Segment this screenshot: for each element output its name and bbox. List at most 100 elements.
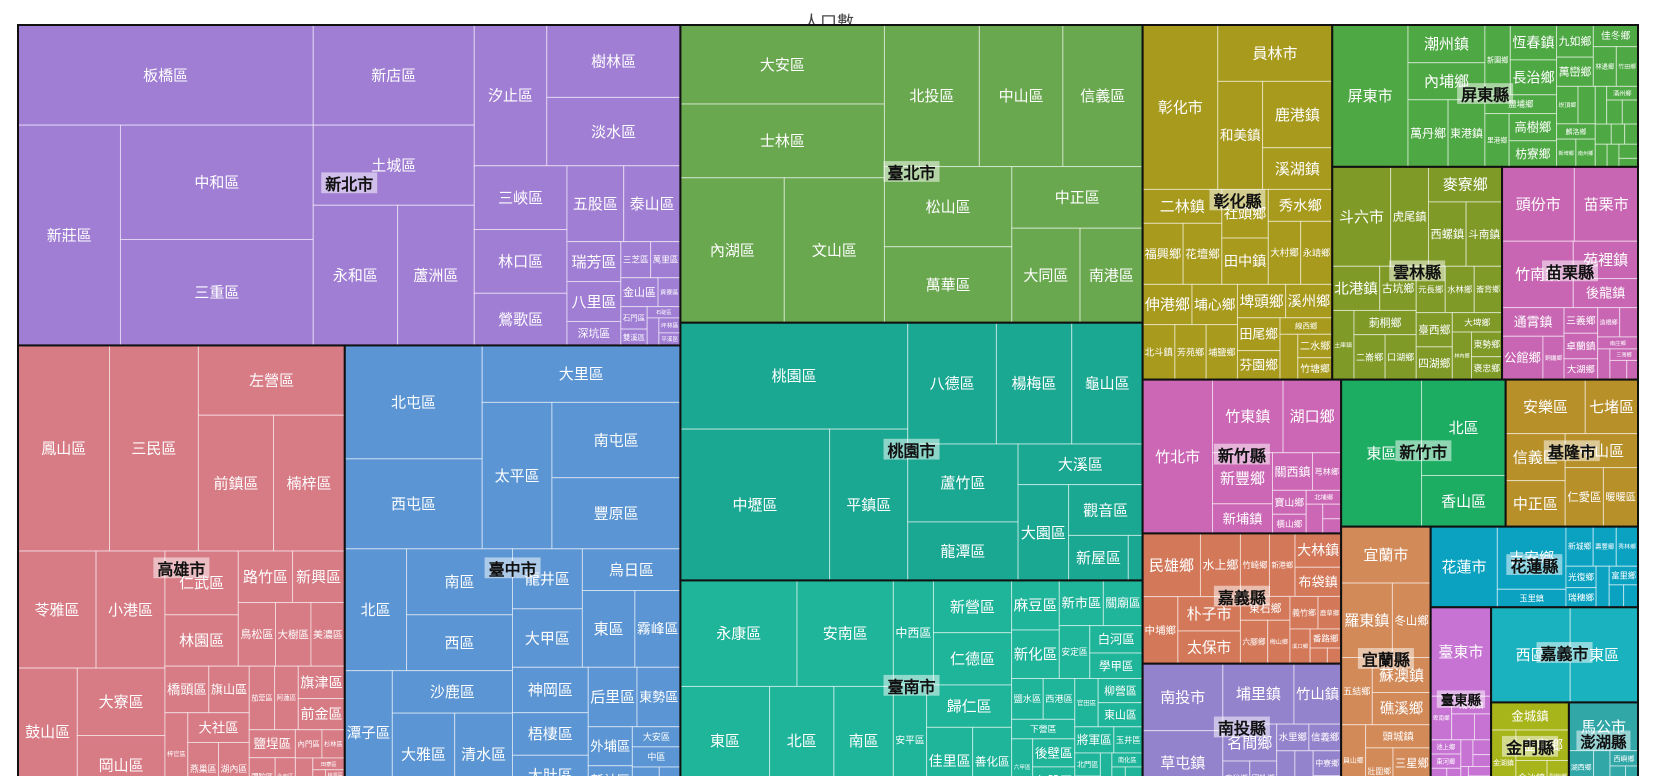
treemap-cell[interactable] bbox=[833, 685, 894, 776]
treemap-cell[interactable] bbox=[551, 477, 681, 550]
treemap-cell[interactable] bbox=[1472, 754, 1492, 768]
treemap-cell[interactable] bbox=[1626, 359, 1639, 381]
treemap-cell[interactable] bbox=[1312, 452, 1342, 491]
treemap-cell[interactable] bbox=[237, 602, 276, 667]
treemap-cell[interactable] bbox=[1509, 59, 1558, 96]
treemap-cell[interactable] bbox=[1177, 630, 1241, 665]
treemap-cell[interactable] bbox=[237, 550, 294, 604]
treemap-cell[interactable] bbox=[17, 667, 78, 776]
treemap-cell[interactable] bbox=[1565, 526, 1594, 567]
treemap-cell[interactable] bbox=[473, 24, 548, 167]
treemap-cell[interactable] bbox=[1097, 702, 1144, 728]
treemap-cell[interactable] bbox=[658, 766, 681, 776]
treemap-cell[interactable] bbox=[581, 548, 681, 592]
treemap-cell[interactable] bbox=[892, 579, 934, 686]
treemap-cell[interactable] bbox=[631, 766, 660, 776]
treemap-cell[interactable] bbox=[1331, 166, 1392, 267]
treemap-cell[interactable] bbox=[187, 741, 220, 776]
treemap-cell[interactable] bbox=[646, 317, 660, 346]
treemap-cell[interactable] bbox=[796, 579, 894, 687]
treemap-cell[interactable] bbox=[481, 401, 553, 550]
treemap-cell[interactable] bbox=[1142, 283, 1193, 326]
treemap-cell[interactable] bbox=[218, 741, 250, 776]
treemap-cell[interactable] bbox=[1606, 143, 1620, 168]
treemap-cell[interactable] bbox=[1501, 307, 1565, 337]
treemap-cell[interactable] bbox=[1473, 713, 1492, 741]
treemap-cell[interactable] bbox=[587, 765, 633, 776]
treemap-cell[interactable] bbox=[926, 684, 1013, 728]
treemap-cell[interactable] bbox=[1326, 647, 1342, 665]
treemap-cell[interactable] bbox=[551, 401, 681, 479]
treemap-cell[interactable] bbox=[1472, 739, 1492, 756]
treemap-cell[interactable] bbox=[1490, 701, 1570, 731]
treemap-cell[interactable] bbox=[1577, 85, 1596, 125]
treemap-cell[interactable] bbox=[883, 24, 980, 168]
treemap-cell[interactable] bbox=[164, 665, 210, 714]
treemap-cell[interactable] bbox=[119, 238, 314, 346]
treemap-cell[interactable] bbox=[1471, 331, 1503, 358]
treemap-cell[interactable] bbox=[907, 322, 997, 445]
treemap-cell[interactable] bbox=[187, 712, 250, 743]
treemap-cell[interactable] bbox=[1430, 767, 1448, 776]
treemap-cell[interactable] bbox=[1594, 123, 1612, 145]
treemap-cell[interactable] bbox=[679, 428, 831, 581]
treemap-cell[interactable] bbox=[297, 665, 346, 700]
treemap-cell[interactable] bbox=[1017, 443, 1144, 486]
treemap-cell[interactable] bbox=[1430, 606, 1492, 697]
treemap-cell[interactable] bbox=[1308, 723, 1342, 752]
treemap-cell[interactable] bbox=[1563, 332, 1599, 360]
treemap-cell[interactable] bbox=[679, 103, 885, 179]
treemap-cell[interactable] bbox=[1124, 766, 1144, 776]
treemap-cell[interactable] bbox=[1305, 503, 1324, 534]
treemap-cell[interactable] bbox=[1142, 222, 1184, 285]
treemap-cell[interactable] bbox=[1249, 760, 1278, 776]
treemap-cell[interactable] bbox=[1618, 157, 1639, 168]
treemap-cell[interactable] bbox=[769, 685, 835, 776]
treemap-cell[interactable] bbox=[1619, 307, 1639, 338]
treemap-cell[interactable] bbox=[511, 666, 589, 714]
treemap-cell[interactable] bbox=[312, 769, 327, 776]
treemap-cell[interactable] bbox=[1174, 324, 1207, 381]
treemap-cell[interactable] bbox=[1391, 582, 1432, 659]
treemap-cell[interactable] bbox=[1505, 379, 1586, 435]
treemap-cell[interactable] bbox=[1205, 324, 1238, 381]
treemap-cell[interactable] bbox=[273, 414, 346, 552]
treemap-cell[interactable] bbox=[1212, 503, 1274, 534]
treemap-cell[interactable] bbox=[391, 670, 513, 714]
treemap-cell[interactable] bbox=[1276, 750, 1296, 776]
treemap-cell[interactable] bbox=[1236, 283, 1287, 319]
treemap-cell[interactable] bbox=[1267, 220, 1302, 285]
treemap-cell[interactable] bbox=[1294, 532, 1342, 568]
treemap-cell[interactable] bbox=[1609, 765, 1627, 776]
treemap-cell[interactable] bbox=[679, 579, 798, 687]
treemap-cell[interactable] bbox=[1595, 565, 1610, 608]
treemap-cell[interactable] bbox=[1546, 759, 1570, 776]
treemap-cell[interactable] bbox=[546, 96, 681, 167]
treemap-cell[interactable] bbox=[1011, 166, 1144, 229]
treemap-cell[interactable] bbox=[1142, 596, 1179, 665]
treemap-cell[interactable] bbox=[1142, 532, 1201, 598]
treemap-cell[interactable] bbox=[511, 608, 583, 668]
treemap-cell[interactable] bbox=[294, 757, 314, 776]
treemap-cell[interactable] bbox=[1625, 765, 1639, 776]
treemap-cell[interactable] bbox=[1509, 24, 1558, 61]
treemap-cell[interactable] bbox=[1222, 760, 1251, 776]
treemap-cell[interactable] bbox=[248, 729, 296, 759]
treemap-cell[interactable] bbox=[1276, 723, 1310, 752]
treemap-cell[interactable] bbox=[1293, 663, 1342, 725]
treemap-cell[interactable] bbox=[1563, 307, 1599, 334]
treemap-cell[interactable] bbox=[1623, 584, 1639, 608]
treemap-cell[interactable] bbox=[397, 204, 475, 346]
treemap-cell[interactable] bbox=[292, 550, 346, 604]
treemap-cell[interactable] bbox=[1451, 713, 1475, 741]
treemap-cell[interactable] bbox=[1312, 750, 1342, 776]
treemap-cell[interactable] bbox=[1572, 278, 1639, 309]
treemap-cell[interactable] bbox=[1573, 166, 1639, 242]
treemap-cell[interactable] bbox=[1239, 619, 1269, 665]
treemap-cell[interactable] bbox=[1568, 750, 1595, 776]
treemap-cell[interactable] bbox=[1127, 534, 1144, 581]
treemap-cell[interactable] bbox=[1097, 677, 1144, 704]
treemap-cell[interactable] bbox=[1322, 518, 1342, 534]
treemap-cell[interactable] bbox=[1444, 265, 1475, 314]
treemap-cell[interactable] bbox=[1473, 265, 1503, 314]
